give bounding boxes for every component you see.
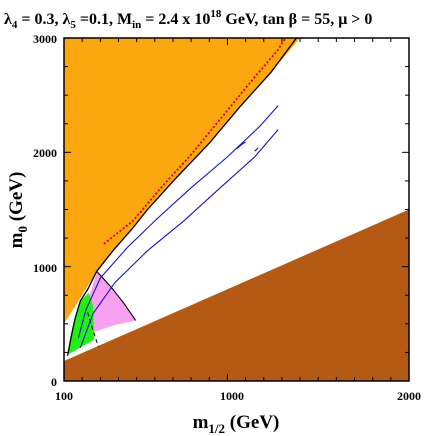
no-ewsb-region [64,209,409,381]
stau-lsp-region [64,38,301,324]
relic-density-strip-upper [77,105,279,338]
chart-title: λ4 = 0.3, λ5 =0.1, Min = 2.4 x 1018 GeV,… [4,8,372,31]
relic-density-island-1 [236,141,246,150]
relic-density-strip-lower [79,129,279,348]
g-minus-2-boundary-line [96,270,137,321]
x-tick-label-100: 100 [55,389,73,403]
y-tick-label-3000: 3000 [33,32,57,46]
x-axis-ticks [63,38,410,381]
x-axis-label: m1/2 (GeV) [193,412,280,436]
y-axis-label: m0 (GeV) [6,172,30,249]
y-axis-ticks [64,37,409,382]
x-tick-label-2000: 2000 [397,389,421,403]
stau-boundary-line [66,38,297,356]
plot-area [64,38,409,381]
higgs-mass-contour [103,38,287,245]
x-tick-label-1000: 1000 [220,389,244,403]
y-tick-label-1000: 1000 [33,261,57,275]
relic-density-island-2 [254,147,259,152]
relic-density-islands [236,141,259,152]
chargino-dashed-line [87,312,99,347]
bsgamma-excluded-region [67,293,94,359]
y-tick-label-0: 0 [51,375,57,389]
y-tick-label-2000: 2000 [33,146,57,160]
